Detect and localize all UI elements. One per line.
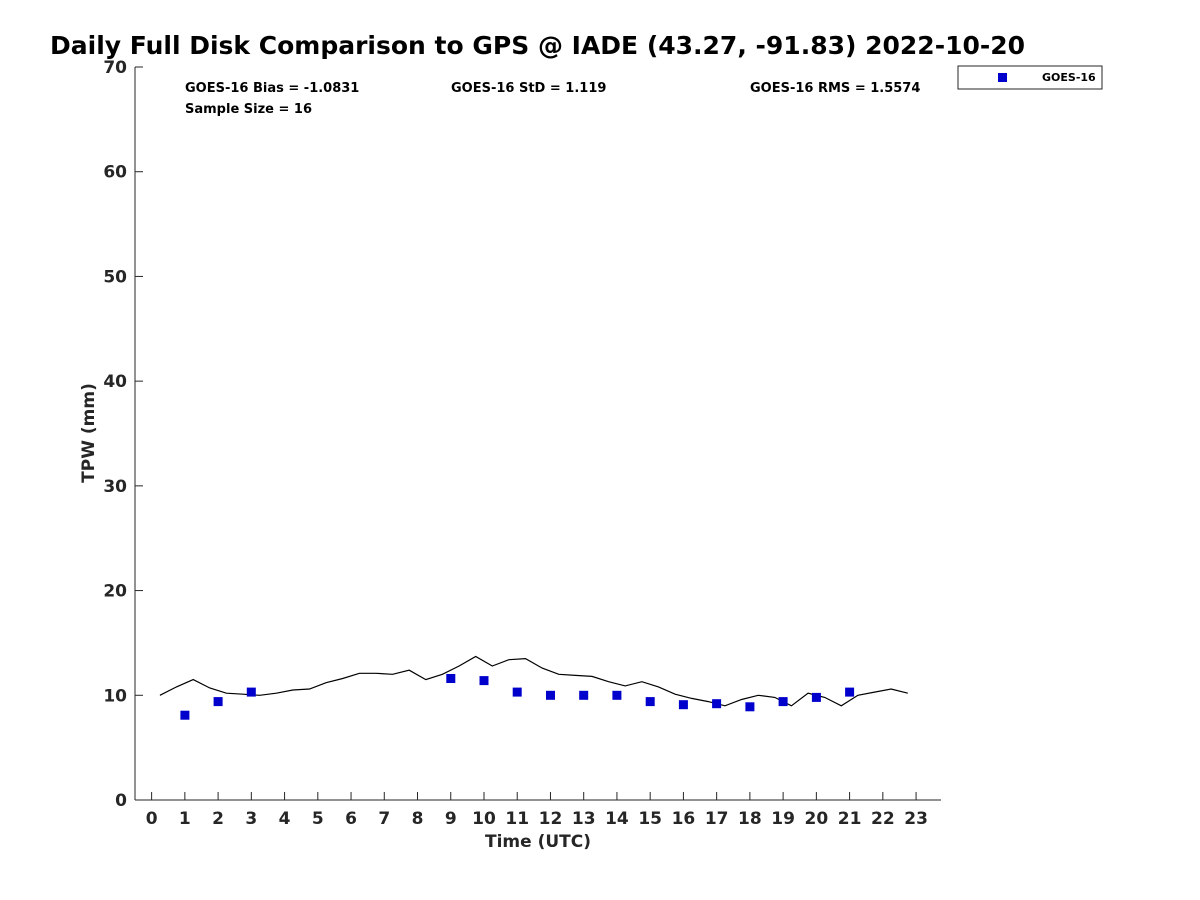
x-tick-label: 14 <box>605 809 629 829</box>
y-tick-label: 40 <box>103 372 127 392</box>
x-tick-label: 8 <box>412 809 424 829</box>
gps-series-line <box>159 655 908 707</box>
x-tick-label: 1 <box>179 809 191 829</box>
x-tick-label: 21 <box>838 809 862 829</box>
x-axis-label: Time (UTC) <box>485 832 591 852</box>
x-tick-label: 5 <box>312 809 324 829</box>
x-tick-label: 23 <box>904 809 928 829</box>
x-tick-label: 22 <box>871 809 895 829</box>
goes16-point <box>778 697 788 707</box>
y-tick-label: 10 <box>103 686 127 706</box>
y-axis: 0 10 20 30 40 50 60 70 <box>103 58 143 811</box>
plot-area <box>159 655 908 720</box>
x-tick-label: 15 <box>638 809 662 829</box>
goes16-point <box>512 687 522 697</box>
goes16-point <box>246 687 256 697</box>
y-tick-label: 30 <box>103 477 127 497</box>
stat-std: GOES-16 StD = 1.119 <box>451 81 606 96</box>
goes16-point <box>479 676 489 686</box>
x-tick-label: 18 <box>738 809 762 829</box>
goes16-point <box>446 674 456 683</box>
legend-marker <box>998 73 1007 82</box>
x-tick-label: 2 <box>212 809 224 829</box>
goes16-point <box>811 692 821 702</box>
goes16-point <box>845 687 855 697</box>
x-tick-label: 3 <box>245 809 257 829</box>
x-tick-label: 16 <box>672 809 696 829</box>
goes16-point <box>712 699 722 709</box>
y-axis-label: TPW (mm) <box>79 383 99 483</box>
y-tick-label: 20 <box>103 582 127 602</box>
goes16-point <box>180 710 190 720</box>
goes16-point <box>745 702 755 712</box>
x-tick-label: 7 <box>378 809 390 829</box>
x-tick-label: 0 <box>146 809 158 829</box>
y-tick-label: 60 <box>103 163 127 183</box>
legend: GOES-16 <box>957 65 1103 90</box>
x-tick-label: 10 <box>472 809 496 829</box>
stat-bias: GOES-16 Bias = -1.0831 <box>185 81 359 96</box>
goes16-point <box>546 690 555 700</box>
x-tick-label: 20 <box>805 809 829 829</box>
stat-rms: GOES-16 RMS = 1.5574 <box>750 81 920 96</box>
legend-box <box>957 65 1103 90</box>
x-tick-label: 11 <box>505 809 529 829</box>
stat-sample-size: Sample Size = 16 <box>185 102 312 117</box>
x-axis: 0 1 2 3 4 5 6 7 8 9 10 11 12 13 14 15 16 17 18 19 20 21 22 23 <box>135 792 941 829</box>
goes16-point <box>612 690 622 700</box>
goes16-point <box>213 697 223 707</box>
y-tick-label: 50 <box>103 267 127 287</box>
goes16-point <box>678 700 688 710</box>
y-tick-label: 70 <box>103 58 127 78</box>
goes16-point <box>645 697 655 707</box>
x-tick-label: 19 <box>771 809 795 829</box>
x-tick-label: 12 <box>539 809 563 829</box>
goes16-point <box>579 690 589 700</box>
x-tick-label: 4 <box>279 809 291 829</box>
legend-label: GOES-16 <box>1042 71 1096 84</box>
chart-title: Daily Full Disk Comparison to GPS @ IADE… <box>50 31 1025 60</box>
y-tick-label: 0 <box>115 791 127 811</box>
x-tick-label: 9 <box>445 809 457 829</box>
x-tick-label: 13 <box>572 809 596 829</box>
x-tick-label: 6 <box>345 809 357 829</box>
x-tick-label: 17 <box>705 809 729 829</box>
